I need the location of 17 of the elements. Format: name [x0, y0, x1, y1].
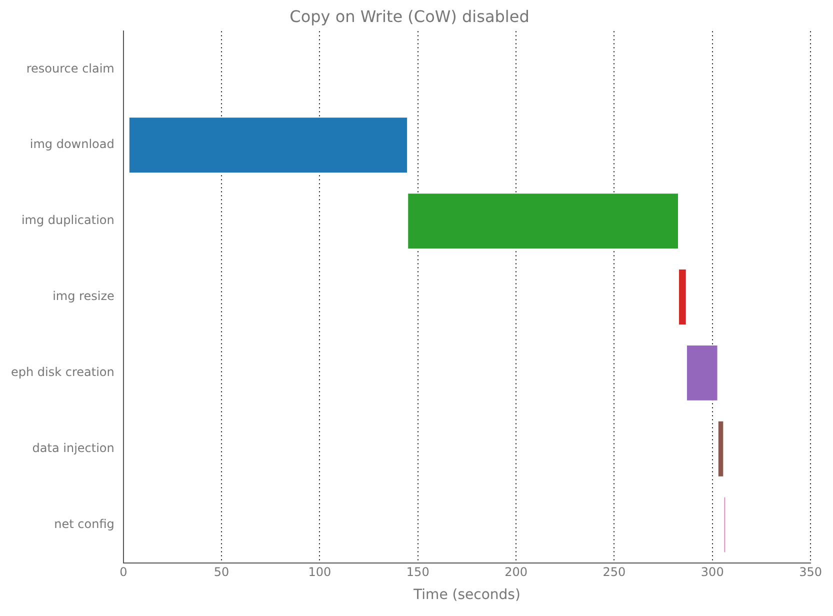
y-tick-label: eph disk creation: [10, 365, 114, 380]
y-tick-label: img resize: [52, 289, 114, 304]
y-tick-label: img duplication: [21, 213, 114, 228]
x-tick-label: 250: [602, 565, 626, 580]
x-tick-label: 200: [504, 565, 528, 580]
x-tick-label: 0: [120, 565, 128, 580]
x-axis-title: Time (seconds): [412, 587, 520, 604]
y-tick-label: data injection: [32, 441, 114, 456]
x-tick-label: 50: [214, 565, 230, 580]
x-tick-label: 350: [799, 565, 822, 580]
y-tick-label: img download: [30, 137, 114, 152]
x-tick-label: 100: [308, 565, 332, 580]
x-tick-label: 150: [406, 565, 430, 580]
y-tick-label: resource claim: [26, 61, 114, 76]
y-tick-label: net config: [54, 516, 114, 531]
chart-title: Copy on Write (CoW) disabled: [290, 6, 530, 26]
x-tick-label: 300: [700, 565, 724, 580]
